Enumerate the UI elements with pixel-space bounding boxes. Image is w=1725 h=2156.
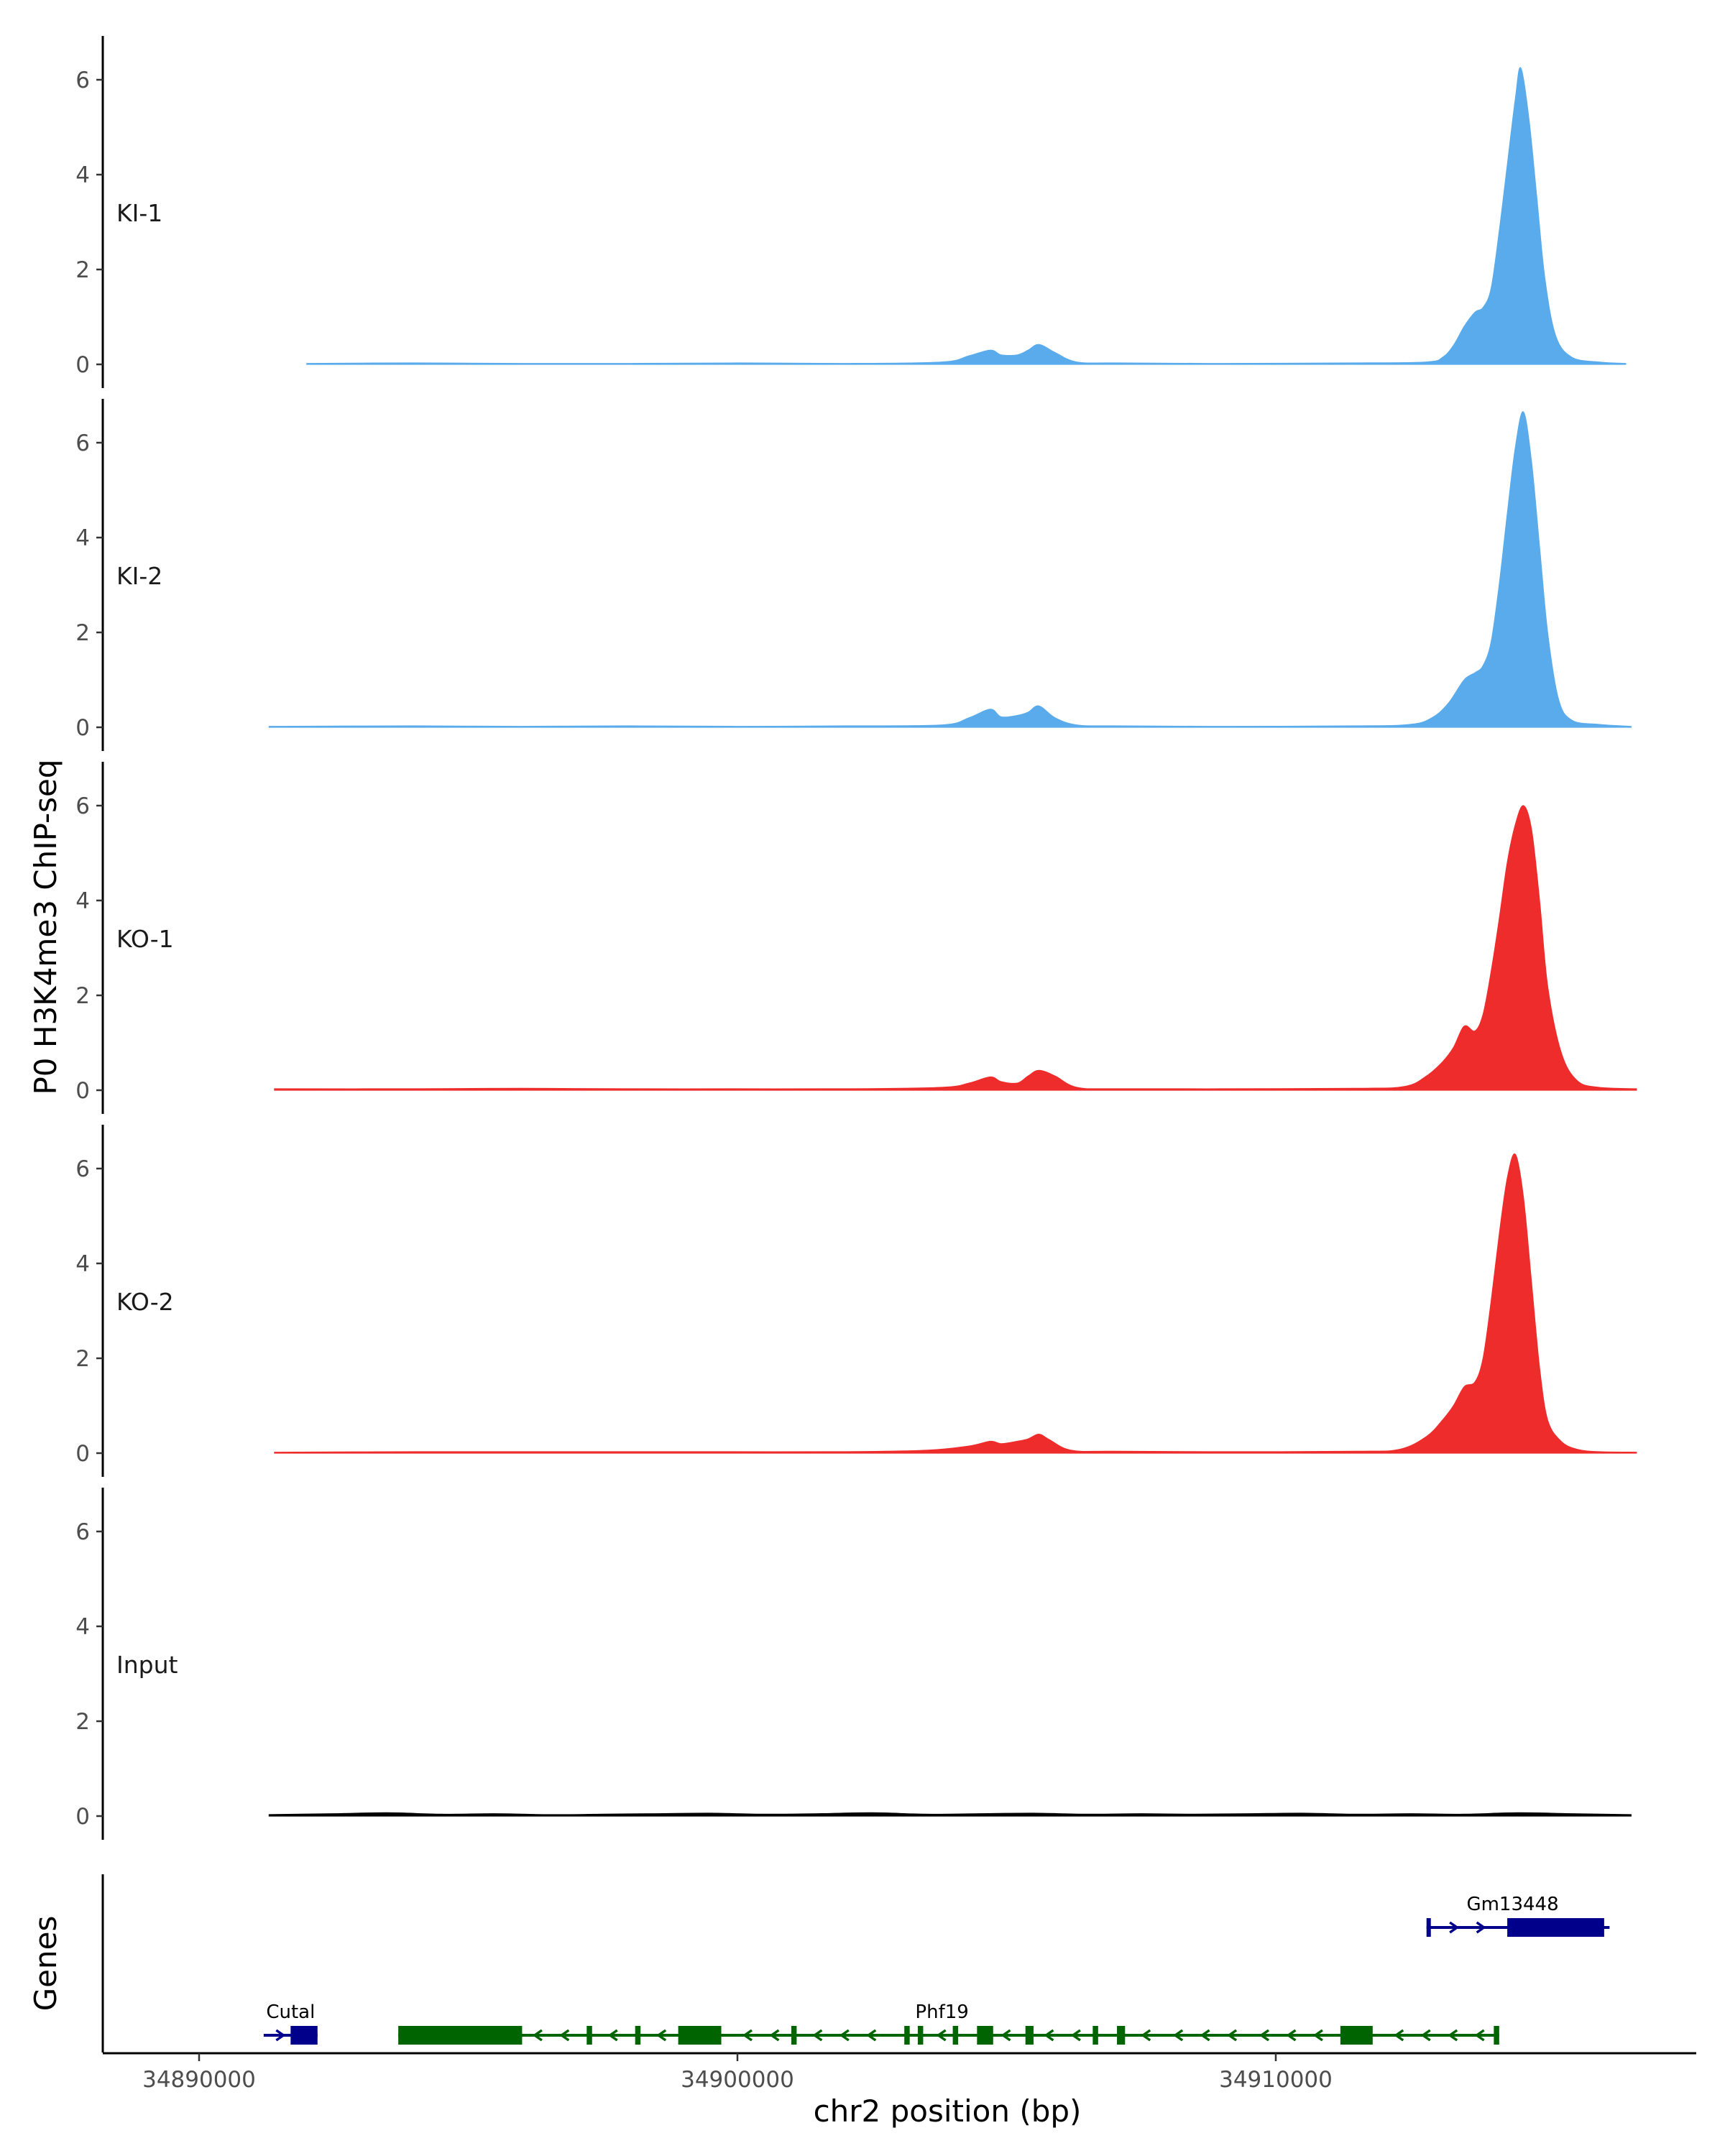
y-tick-label: 2 — [75, 983, 90, 1009]
gene-exon — [1092, 2026, 1098, 2045]
gene-strand-arrow — [678, 2029, 689, 2042]
gene-exon — [791, 2026, 797, 2045]
gene-strand-arrow — [1227, 2029, 1238, 2042]
gene-strand-arrow — [559, 2029, 570, 2042]
signal-tracks: 0 2 4 6 KI-1 0 2 4 6 KI-2 0 2 4 6 KO-1 0 2 4 6 KO-2 0 2 4 6 Inpu… — [75, 36, 1637, 1840]
gene-exon — [1340, 2026, 1373, 2045]
gene-exon — [977, 2026, 993, 2045]
track-label: KO-2 — [116, 1288, 174, 1316]
gene-strand-arrow — [1141, 2029, 1151, 2042]
y-tick-label: 2 — [75, 620, 90, 646]
gene-label: Gm13448 — [1466, 1894, 1558, 1915]
track-panel: 0 2 4 6 KO-1 — [75, 762, 1637, 1114]
y-tick-label: 4 — [75, 1614, 90, 1640]
gene-strand-arrow — [866, 2029, 877, 2042]
y-tick-label: 6 — [75, 793, 90, 819]
y-tick-label: 2 — [75, 1709, 90, 1735]
gene-strand-arrow — [1476, 1921, 1486, 1934]
x-axis: 34890000 34900000 34910000 chr2 position (… — [103, 2052, 1696, 2129]
y-tick-label: 0 — [75, 1441, 90, 1467]
y-tick-label: 4 — [75, 162, 90, 188]
x-tick-label: 34890000 — [142, 2067, 256, 2093]
gene-exon — [917, 2026, 924, 2045]
gene-strand-arrow — [1474, 2029, 1485, 2042]
y-tick-label: 6 — [75, 430, 90, 456]
track-label: KO-1 — [116, 925, 174, 953]
track-label: Input — [116, 1651, 178, 1679]
gene-strand-arrow — [1200, 2029, 1210, 2042]
x-tick-label: 34910000 — [1219, 2067, 1333, 2093]
gene-strand-arrow — [1312, 2029, 1323, 2042]
gene-label: Phf19 — [915, 2001, 968, 2023]
gene-strand-arrow — [656, 2029, 667, 2042]
gene-strand-arrow — [1448, 2029, 1458, 2042]
gene-strand-arrow — [1394, 2029, 1404, 2042]
y-tick-label: 2 — [75, 1346, 90, 1372]
gene-exon — [678, 2026, 722, 2045]
track-panel: 0 2 4 6 KI-2 — [75, 399, 1632, 751]
gene-track-title: Genes — [28, 1916, 63, 2012]
gene-strand-arrow — [1286, 2029, 1297, 2042]
gene-strand-arrow — [1044, 2029, 1054, 2042]
signal-area — [268, 1812, 1632, 1817]
gene-exon — [1426, 1918, 1431, 1937]
gene-strand-arrow — [1259, 2029, 1270, 2042]
gene-exon — [635, 2026, 641, 2045]
gene-track: Genes Cutal Phf19 Gm13448 — [28, 1874, 1610, 2053]
gene-exon — [1117, 2026, 1126, 2045]
gene-label: Cutal — [266, 2001, 315, 2023]
gene-exon — [904, 2026, 910, 2045]
gene-exon — [952, 2026, 959, 2045]
y-tick-label: 0 — [75, 1804, 90, 1830]
y-axis-title: P0 H3K4me3 ChIP-seq — [28, 759, 63, 1095]
gene-strand-arrow — [812, 2029, 823, 2042]
track-panel: 0 2 4 6 Input — [75, 1488, 1632, 1840]
gene-strand-arrow — [839, 2029, 850, 2042]
gene-model: Phf19 — [398, 2001, 1499, 2045]
gene-exon — [1025, 2026, 1034, 2045]
track-label: KI-2 — [116, 562, 162, 590]
gene-strand-arrow — [1000, 2029, 1011, 2042]
y-tick-label: 6 — [75, 1519, 90, 1545]
track-panel: 0 2 4 6 KI-1 — [75, 36, 1627, 388]
gene-exon — [290, 2026, 318, 2045]
y-tick-label: 4 — [75, 888, 90, 914]
gene-strand-arrow — [742, 2029, 753, 2042]
gene-model: Cutal — [263, 2001, 318, 2045]
track-panel: 0 2 4 6 KO-2 — [75, 1125, 1637, 1477]
x-axis-title: chr2 position (bp) — [814, 2093, 1082, 2129]
y-tick-label: 6 — [75, 1156, 90, 1182]
y-tick-label: 0 — [75, 352, 90, 378]
gene-exon — [586, 2026, 592, 2045]
signal-area — [268, 411, 1632, 728]
gene-exon — [1507, 1918, 1604, 1937]
gene-strand-arrow — [936, 2029, 947, 2042]
x-axis-ticks: 34890000 34900000 34910000 — [142, 2053, 1333, 2093]
gene-strand-arrow — [275, 2029, 286, 2042]
gene-strand-arrow — [532, 2029, 543, 2042]
track-label: KI-1 — [116, 199, 162, 227]
gene-strand-arrow — [607, 2029, 618, 2042]
y-tick-label: 6 — [75, 68, 90, 93]
gene-exon — [1494, 2026, 1499, 2045]
gene-exon — [398, 2026, 523, 2045]
x-tick-label: 34900000 — [681, 2067, 794, 2093]
y-tick-label: 4 — [75, 1251, 90, 1277]
gene-strand-arrow — [1070, 2029, 1081, 2042]
y-tick-label: 0 — [75, 1078, 90, 1104]
y-tick-label: 0 — [75, 715, 90, 741]
gene-strand-arrow — [1173, 2029, 1184, 2042]
signal-area — [274, 1153, 1637, 1454]
gene-strand-arrow — [1449, 1921, 1460, 1934]
y-tick-label: 4 — [75, 525, 90, 551]
gene-strand-arrow — [769, 2029, 780, 2042]
gene-model: Gm13448 — [1426, 1894, 1610, 1937]
gene-models: Cutal Phf19 Gm13448 — [263, 1894, 1610, 2045]
gene-strand-arrow — [1420, 2029, 1431, 2042]
signal-area — [306, 67, 1627, 365]
signal-area — [274, 805, 1637, 1091]
y-tick-label: 2 — [75, 257, 90, 283]
